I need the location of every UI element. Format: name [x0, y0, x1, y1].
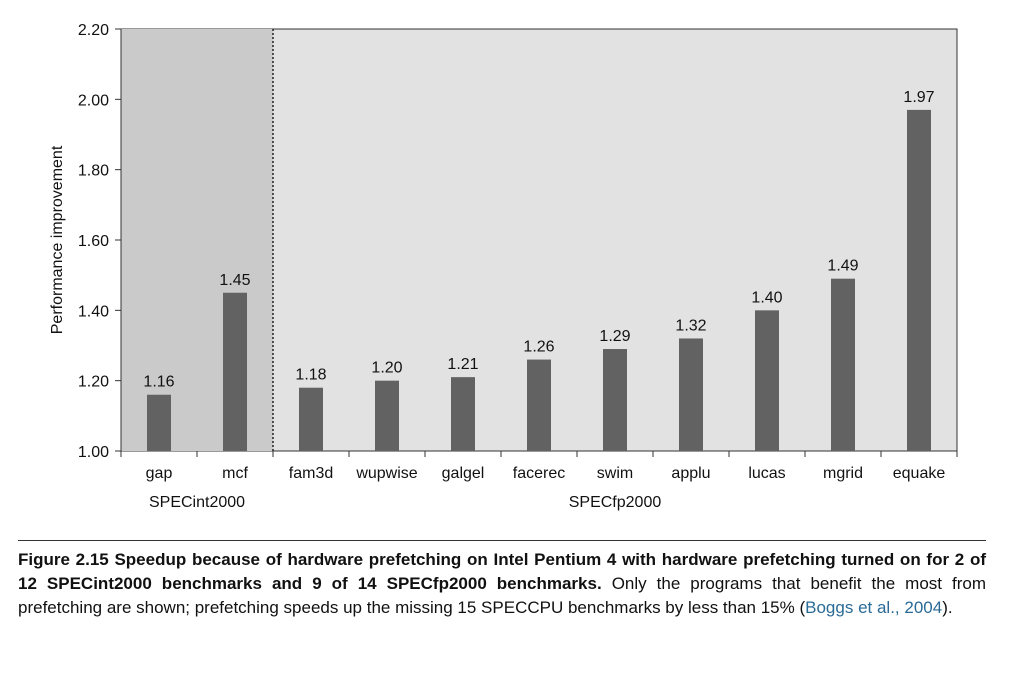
bar-lucas: [755, 310, 779, 451]
bar-mgrid: [831, 278, 855, 451]
bar-galgel: [451, 377, 475, 451]
data-label: 1.40: [751, 289, 782, 306]
figure-caption: Figure 2.15 Speedup because of hardware …: [18, 548, 986, 620]
bar-chart: 1.16 1.45 1.18 1.20 1.21 1.26 1.29 1.32 1.40 1.49…: [49, 22, 958, 511]
x-tick-label: fam3d: [289, 465, 333, 482]
x-tick-label: applu: [671, 465, 710, 482]
bar-gap: [147, 394, 171, 451]
group-label: SPECfp2000: [569, 494, 662, 511]
data-label: 1.32: [675, 317, 706, 334]
y-tick-label: 1.40: [78, 303, 109, 320]
x-tick-label: wupwise: [355, 465, 417, 482]
specint-region: [121, 29, 273, 451]
y-tick-label: 2.20: [78, 22, 109, 39]
x-tick-label: gap: [146, 465, 173, 482]
data-label: 1.29: [599, 328, 630, 345]
y-tick-label: 1.20: [78, 374, 109, 391]
caption-rule: [18, 540, 986, 541]
x-tick-label: galgel: [442, 465, 485, 482]
x-tick-label: swim: [597, 465, 633, 482]
data-label: 1.45: [219, 272, 250, 289]
bars: 1.16 1.45 1.18 1.20 1.21 1.26 1.29 1.32 1.40 1.49…: [143, 89, 935, 451]
x-tick-label: equake: [893, 465, 946, 482]
caption-reference-link[interactable]: Boggs et al., 2004: [805, 598, 943, 617]
y-tick-label: 1.00: [78, 444, 109, 461]
data-label: 1.16: [143, 374, 174, 391]
bar-swim: [603, 349, 627, 451]
data-label: 1.49: [827, 258, 858, 275]
x-tick-label: mcf: [222, 465, 248, 482]
caption-tail: ).: [942, 598, 953, 617]
bar-mcf: [223, 292, 247, 451]
caption-body: Only the programs that benefit the most …: [18, 574, 987, 617]
x-tick-label: facerec: [513, 465, 565, 482]
data-label: 1.20: [371, 360, 402, 377]
bar-wupwise: [375, 380, 399, 451]
y-tick-label: 1.60: [78, 233, 109, 250]
x-tick-label: mgrid: [823, 465, 863, 482]
caption-lead: Figure 2.15 Speedup because of hardware …: [18, 550, 986, 593]
bar-fam3d: [299, 387, 323, 451]
data-label: 1.26: [523, 339, 554, 356]
y-tick-label: 2.00: [78, 92, 109, 109]
x-axis: gap mcf fam3d wupwise galgel facerec swim applu…: [120, 451, 958, 511]
y-tick-label: 1.80: [78, 163, 109, 180]
x-tick-label: lucas: [748, 465, 785, 482]
bar-equake: [907, 109, 931, 451]
bar-facerec: [527, 359, 551, 451]
y-axis-label: Performance improvement: [49, 145, 66, 334]
group-label: SPECint2000: [149, 494, 245, 511]
data-label: 1.18: [295, 367, 326, 384]
data-label: 1.97: [903, 89, 934, 106]
bar-applu: [679, 338, 703, 451]
y-axis: 1.00 1.20 1.40 1.60 1.80 2.00 2.20: [78, 22, 122, 461]
data-label: 1.21: [447, 356, 478, 373]
